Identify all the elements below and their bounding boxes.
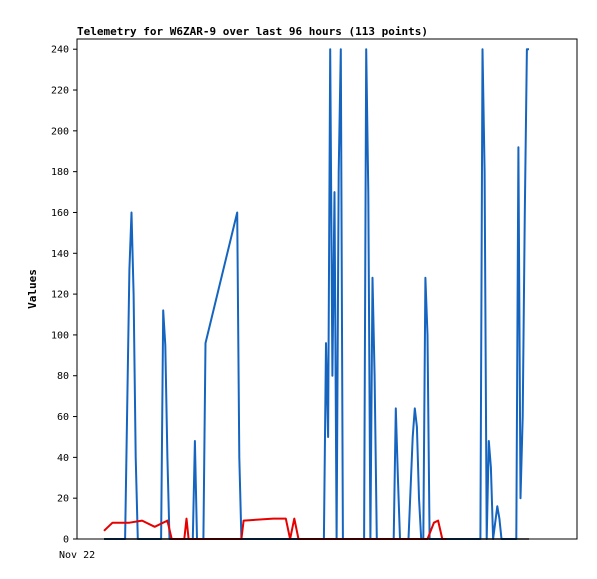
y-tick-label: 20 [57,494,69,505]
y-tick-label: 180 [51,167,69,178]
y-tick-label: 220 [51,86,69,97]
y-tick-label: 240 [51,45,69,56]
series-line-1 [104,48,529,540]
y-tick-label: 0 [63,535,69,546]
y-tick-label: 80 [57,371,69,382]
y-tick-label: 140 [51,249,69,260]
chart-title: Telemetry for W6ZAR-9 over last 96 hours… [77,25,428,38]
y-tick-label: 40 [57,453,69,464]
y-tick-label: 160 [51,208,69,219]
y-axis: 0 20 40 60 80 100 120 140 160 180 200 220 240 [51,45,77,546]
x-tick-label: Nov 22 [59,550,95,561]
y-tick-label: 200 [51,126,69,137]
y-tick-label: 60 [57,412,69,423]
plot-area-frame [76,38,578,540]
x-axis: Nov 22 [59,550,95,561]
y-tick-label: 120 [51,290,69,301]
series-line-2 [103,517,447,540]
y-axis-label: Values [26,269,39,309]
y-tick-label: 100 [51,330,69,341]
series-layer [103,48,529,540]
